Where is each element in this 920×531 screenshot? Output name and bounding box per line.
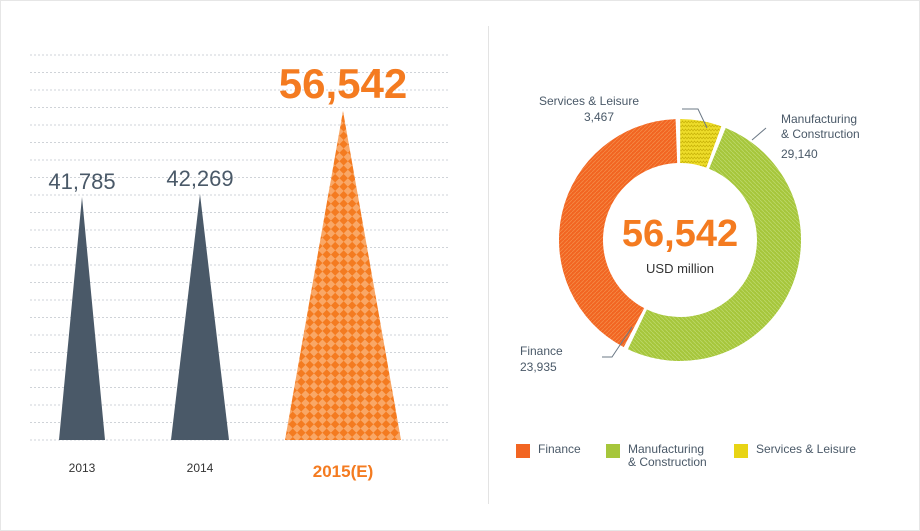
bar-2014 xyxy=(171,194,229,440)
panel-divider xyxy=(488,26,489,504)
donut-slice-manufacturing xyxy=(627,127,802,362)
callout-name-manufacturing: Manufacturing xyxy=(781,112,857,126)
donut-chart xyxy=(558,119,802,362)
bar-series xyxy=(59,111,401,440)
callout-name-services: Services & Leisure xyxy=(539,94,639,108)
callout-value-finance: 23,935 xyxy=(520,360,557,374)
legend-swatch-services xyxy=(734,444,748,458)
legend-item-services: Services & Leisure xyxy=(734,443,856,458)
legend-label-manufacturing: Manufacturing & Construction xyxy=(628,442,707,469)
callout-line-finance xyxy=(602,326,633,358)
bar-category-labels: 2013 2014 2015(E) xyxy=(69,461,374,481)
callout-line-services xyxy=(682,108,708,129)
bar-2013 xyxy=(59,196,105,440)
legend-label-finance: Finance xyxy=(538,442,581,456)
donut-slice-services xyxy=(680,119,722,168)
donut-slice-finance xyxy=(558,119,678,348)
callout-value-services: 3,467 xyxy=(584,110,614,124)
bar-value-label: 56,542 xyxy=(279,60,407,107)
callout-name-finance: Finance xyxy=(520,344,563,358)
legend-item-manufacturing: Manufacturing & Construction xyxy=(606,443,707,469)
bar-value-label: 41,785 xyxy=(48,169,115,194)
bar-category-label: 2013 xyxy=(69,461,96,475)
legend-item-finance: Finance xyxy=(516,443,581,458)
bar-value-labels: 41,785 42,269 56,542 xyxy=(48,60,407,194)
donut-callouts: Services & Leisure 3,467 Manufacturing& Co… xyxy=(520,94,860,374)
legend-label-services: Services & Leisure xyxy=(756,442,857,456)
donut-legend: Finance Manufacturing & Construction Ser… xyxy=(516,440,896,480)
callout-line-manufacturing xyxy=(751,127,767,141)
bar-grid xyxy=(30,54,450,441)
callout-value-manufacturing: 29,140 xyxy=(781,147,818,161)
legend-swatch-manufacturing xyxy=(606,444,620,458)
callout-name-manufacturing: & Construction xyxy=(781,127,860,141)
legend-swatch-finance xyxy=(516,444,530,458)
bar-category-label: 2015(E) xyxy=(313,462,373,481)
bar-value-label: 42,269 xyxy=(166,166,233,191)
bar-category-label: 2014 xyxy=(187,461,214,475)
bar-2015e xyxy=(285,111,401,440)
donut-center-unit: USD million xyxy=(646,261,714,276)
donut-center-value: 56,542 xyxy=(622,213,738,255)
